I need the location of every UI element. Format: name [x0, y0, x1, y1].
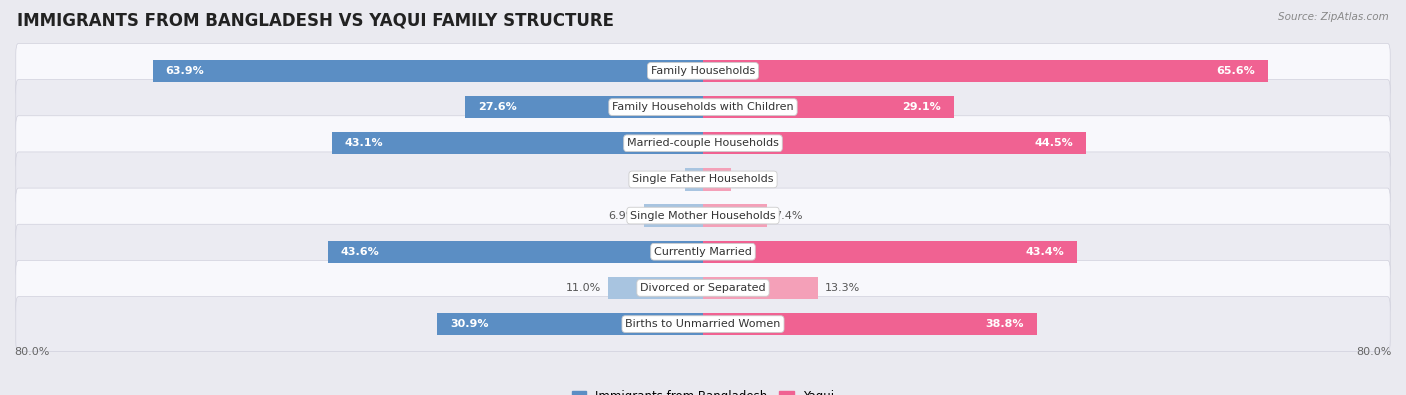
- Text: 80.0%: 80.0%: [1357, 346, 1392, 357]
- Text: 29.1%: 29.1%: [901, 102, 941, 112]
- FancyBboxPatch shape: [15, 188, 1391, 243]
- Bar: [703, 96, 953, 118]
- Text: 43.1%: 43.1%: [344, 138, 384, 148]
- Text: 3.2%: 3.2%: [738, 175, 766, 184]
- Bar: [703, 60, 1268, 82]
- Text: 13.3%: 13.3%: [824, 283, 859, 293]
- Text: IMMIGRANTS FROM BANGLADESH VS YAQUI FAMILY STRUCTURE: IMMIGRANTS FROM BANGLADESH VS YAQUI FAMI…: [17, 12, 614, 30]
- Text: Family Households: Family Households: [651, 66, 755, 76]
- FancyBboxPatch shape: [15, 297, 1391, 352]
- Bar: [703, 132, 1087, 154]
- Text: 38.8%: 38.8%: [986, 319, 1024, 329]
- Text: 7.4%: 7.4%: [773, 211, 801, 220]
- Text: 11.0%: 11.0%: [567, 283, 602, 293]
- Text: Married-couple Households: Married-couple Households: [627, 138, 779, 148]
- Text: Single Father Households: Single Father Households: [633, 175, 773, 184]
- Text: 44.5%: 44.5%: [1035, 138, 1073, 148]
- Bar: [703, 241, 1077, 263]
- Text: 6.9%: 6.9%: [609, 211, 637, 220]
- FancyBboxPatch shape: [15, 260, 1391, 316]
- Text: 27.6%: 27.6%: [478, 102, 517, 112]
- Bar: [153, 60, 703, 82]
- Bar: [685, 168, 703, 191]
- Text: 80.0%: 80.0%: [14, 346, 49, 357]
- Text: Single Mother Households: Single Mother Households: [630, 211, 776, 220]
- Text: Family Households with Children: Family Households with Children: [612, 102, 794, 112]
- Text: 2.1%: 2.1%: [650, 175, 678, 184]
- Bar: [437, 313, 703, 335]
- Text: Currently Married: Currently Married: [654, 247, 752, 257]
- Text: Births to Unmarried Women: Births to Unmarried Women: [626, 319, 780, 329]
- Text: Source: ZipAtlas.com: Source: ZipAtlas.com: [1278, 12, 1389, 22]
- FancyBboxPatch shape: [15, 79, 1391, 135]
- Text: 43.6%: 43.6%: [340, 247, 380, 257]
- Bar: [332, 132, 703, 154]
- Text: 65.6%: 65.6%: [1216, 66, 1256, 76]
- Bar: [328, 241, 703, 263]
- Text: 30.9%: 30.9%: [450, 319, 488, 329]
- Bar: [609, 277, 703, 299]
- Bar: [644, 204, 703, 227]
- FancyBboxPatch shape: [15, 224, 1391, 279]
- FancyBboxPatch shape: [15, 152, 1391, 207]
- Legend: Immigrants from Bangladesh, Yaqui: Immigrants from Bangladesh, Yaqui: [567, 385, 839, 395]
- Bar: [703, 204, 766, 227]
- Bar: [703, 168, 731, 191]
- Text: 63.9%: 63.9%: [166, 66, 204, 76]
- Text: 43.4%: 43.4%: [1025, 247, 1064, 257]
- FancyBboxPatch shape: [15, 116, 1391, 171]
- Text: Divorced or Separated: Divorced or Separated: [640, 283, 766, 293]
- Bar: [465, 96, 703, 118]
- Bar: [703, 313, 1038, 335]
- Bar: [703, 277, 817, 299]
- FancyBboxPatch shape: [15, 43, 1391, 98]
